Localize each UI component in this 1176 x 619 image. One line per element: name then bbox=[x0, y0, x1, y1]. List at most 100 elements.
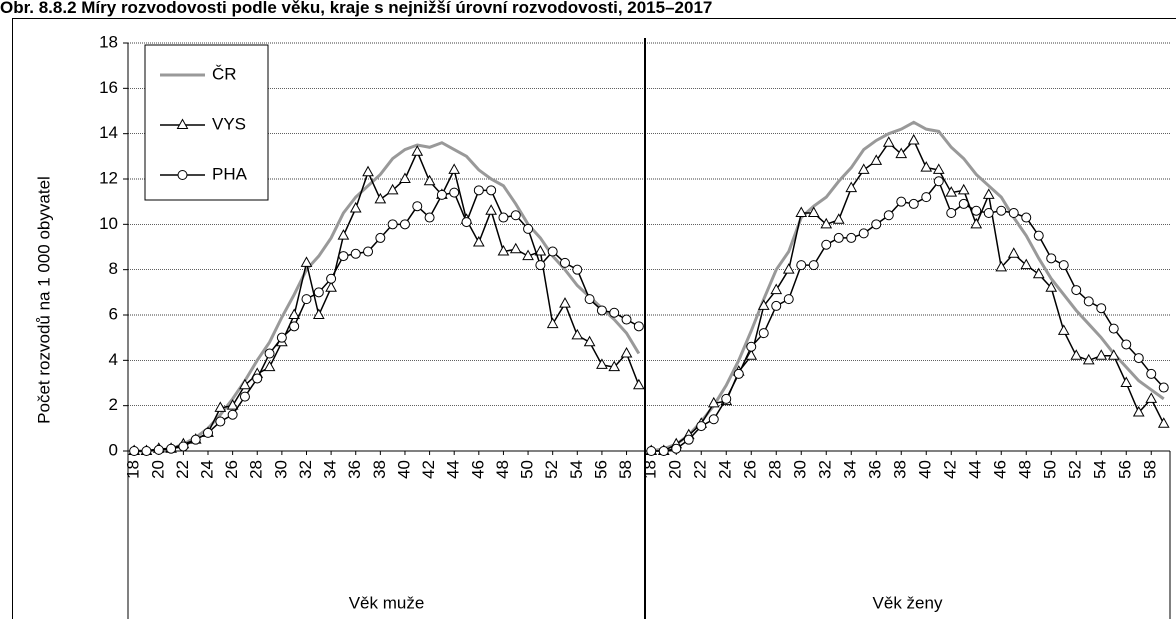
marker bbox=[1096, 303, 1107, 314]
x-tick-label: 46 bbox=[991, 460, 1010, 479]
marker bbox=[833, 232, 844, 243]
x-tick-label: 50 bbox=[518, 460, 537, 479]
x-tick-label: 18 bbox=[124, 460, 143, 479]
marker bbox=[166, 443, 177, 454]
marker bbox=[1032, 267, 1045, 279]
marker bbox=[559, 257, 570, 268]
marker bbox=[534, 245, 547, 256]
x-tick-label: 28 bbox=[247, 460, 266, 479]
marker bbox=[288, 308, 301, 319]
x-tick-label: 24 bbox=[716, 460, 735, 479]
marker bbox=[908, 198, 919, 209]
marker bbox=[596, 358, 608, 369]
marker bbox=[1108, 323, 1119, 334]
marker bbox=[1121, 339, 1132, 350]
y-tick-label: 4 bbox=[109, 350, 118, 369]
marker bbox=[226, 399, 239, 410]
x-tick-label: 26 bbox=[222, 460, 241, 479]
y-tick-label: 16 bbox=[99, 78, 118, 97]
y-tick-label: 8 bbox=[109, 259, 118, 278]
marker bbox=[783, 294, 794, 305]
marker bbox=[289, 321, 300, 332]
x-tick-label: 24 bbox=[197, 460, 216, 479]
x-tick-label: 38 bbox=[891, 460, 910, 479]
marker bbox=[796, 260, 807, 271]
marker bbox=[1021, 212, 1032, 223]
marker bbox=[658, 446, 669, 456]
marker bbox=[1145, 392, 1158, 403]
marker bbox=[921, 192, 932, 203]
marker bbox=[1057, 324, 1070, 335]
marker bbox=[1058, 260, 1069, 271]
marker bbox=[448, 163, 461, 174]
marker bbox=[621, 314, 632, 325]
marker bbox=[1133, 353, 1144, 364]
marker bbox=[1095, 349, 1108, 360]
marker bbox=[957, 183, 970, 195]
marker bbox=[871, 219, 882, 230]
marker bbox=[1033, 230, 1044, 241]
y-tick-label: 10 bbox=[99, 214, 118, 233]
marker bbox=[313, 287, 324, 298]
marker bbox=[546, 317, 559, 329]
marker bbox=[350, 248, 361, 259]
x-tick-label: 40 bbox=[394, 460, 413, 479]
marker bbox=[1071, 285, 1082, 296]
chart-border bbox=[12, 18, 1176, 619]
series-line bbox=[134, 189, 640, 452]
marker bbox=[808, 260, 819, 271]
x-tick-label: 38 bbox=[370, 460, 389, 479]
marker bbox=[227, 409, 238, 420]
marker bbox=[301, 294, 312, 305]
marker bbox=[312, 308, 325, 319]
marker bbox=[1132, 405, 1145, 417]
marker bbox=[770, 283, 783, 295]
marker bbox=[857, 163, 870, 174]
marker bbox=[1008, 208, 1019, 218]
x-tick-label: 36 bbox=[345, 460, 364, 479]
marker bbox=[461, 217, 472, 228]
series-line bbox=[650, 120, 1165, 453]
marker bbox=[263, 360, 276, 372]
marker bbox=[920, 161, 933, 172]
marker bbox=[584, 294, 595, 305]
x-tick-label: 32 bbox=[296, 460, 315, 479]
marker bbox=[399, 219, 410, 230]
marker bbox=[832, 213, 845, 224]
y-tick-label: 2 bbox=[109, 395, 118, 414]
marker bbox=[633, 321, 644, 332]
marker bbox=[846, 232, 857, 243]
marker bbox=[1107, 349, 1120, 360]
x-tick-label: 44 bbox=[444, 460, 463, 479]
marker bbox=[141, 446, 152, 456]
marker bbox=[523, 223, 534, 234]
marker bbox=[190, 434, 201, 445]
x-tick-label: 30 bbox=[791, 460, 810, 479]
marker bbox=[1158, 382, 1169, 393]
marker bbox=[858, 228, 869, 239]
y-axis-label: Počet rozvodů na 1 000 obyvatel bbox=[34, 176, 53, 424]
marker bbox=[498, 212, 509, 223]
marker bbox=[522, 249, 534, 261]
x-tick-label: 52 bbox=[1066, 460, 1085, 479]
x-tick-label: 42 bbox=[419, 460, 438, 479]
legend-label: ČR bbox=[212, 64, 237, 83]
marker bbox=[1007, 247, 1020, 258]
marker bbox=[1157, 417, 1170, 428]
x-tick-label: 46 bbox=[468, 460, 487, 479]
marker bbox=[971, 205, 982, 216]
marker bbox=[276, 332, 287, 343]
marker bbox=[933, 176, 944, 187]
marker bbox=[683, 434, 694, 445]
marker bbox=[995, 260, 1008, 272]
x-tick-label: 58 bbox=[1141, 460, 1160, 479]
marker bbox=[411, 145, 424, 156]
marker bbox=[945, 186, 958, 197]
y-tick-label: 6 bbox=[109, 304, 118, 323]
legend-label: PHA bbox=[212, 164, 248, 183]
legend-box bbox=[144, 44, 269, 201]
y-tick-label: 12 bbox=[99, 168, 118, 187]
marker bbox=[387, 219, 398, 230]
x-tick-label: 18 bbox=[641, 460, 660, 479]
